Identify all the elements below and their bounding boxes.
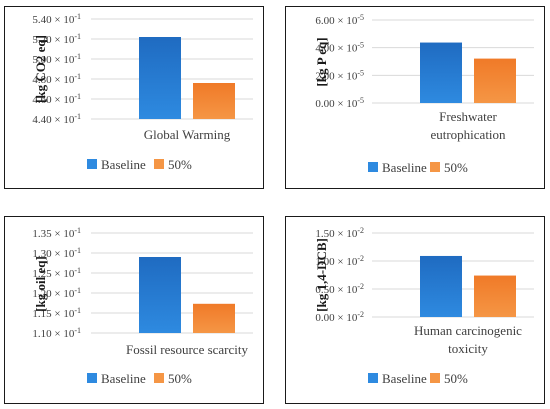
- chart-svg: 0.00 × 10-2 0.50 × 10-2 1.00 × 10-2 1.50 × …: [314, 226, 534, 386]
- y-tick-label: 1.30 × 10-1: [32, 246, 81, 260]
- legend-label-baseline: Baseline: [101, 371, 146, 386]
- chart-panel-fossil-resource-scarcity: 1.10 × 10-1 1.15 × 10-1 1.20 × 10-1 1.25 × …: [4, 216, 264, 404]
- y-tick-label: 5.40 × 10-1: [32, 12, 81, 26]
- bar-50-percent: [474, 58, 516, 103]
- y-tick-label: 2.00 × 10-5: [315, 68, 364, 82]
- y-tick-label: 1.20 × 10-1: [32, 286, 81, 300]
- y-tick-label: 1.00 × 10-2: [315, 254, 364, 268]
- bar-baseline: [420, 42, 462, 103]
- legend-label-50-percent: 50%: [444, 160, 468, 175]
- legend-label-baseline: Baseline: [101, 157, 146, 172]
- bar-50-percent: [193, 83, 235, 119]
- y-tick-label: 6.00 × 10-5: [315, 13, 364, 27]
- category-label: Global Warming: [144, 127, 231, 142]
- category-label: Human carcinogenic: [414, 323, 522, 338]
- y-axis-label: [kg CO2 eq]: [33, 35, 48, 103]
- y-axis-label: [kg oil eq]: [33, 256, 48, 312]
- legend-swatch-50-percent: [430, 373, 440, 383]
- legend-swatch-50-percent: [430, 162, 440, 172]
- chart-panel-global-warming: 4.40 × 10-1 4.60 × 10-1 4.80 × 10-1 5.00 × …: [4, 6, 264, 189]
- legend-swatch-50-percent: [154, 373, 164, 383]
- legend-swatch-baseline: [87, 159, 97, 169]
- y-tick-label: 4.80 × 10-1: [32, 72, 81, 86]
- category-label: Fossil resource scarcity: [126, 342, 249, 357]
- legend-label-baseline: Baseline: [382, 371, 427, 386]
- legend-swatch-baseline: [368, 373, 378, 383]
- y-tick-label: 5.20 × 10-1: [32, 32, 81, 46]
- bar-baseline: [139, 37, 181, 119]
- chart-svg: 4.40 × 10-1 4.60 × 10-1 4.80 × 10-1 5.00 × …: [32, 12, 253, 172]
- legend-label-50-percent: 50%: [168, 371, 192, 386]
- legend-label-50-percent: 50%: [168, 157, 192, 172]
- y-tick-label: 1.50 × 10-2: [315, 226, 364, 240]
- category-label: toxicity: [448, 341, 488, 356]
- bar-baseline: [139, 257, 181, 333]
- y-tick-label: 0.00 × 10-2: [315, 310, 364, 324]
- y-tick-label: 1.15 × 10-1: [32, 306, 81, 320]
- y-tick-label: 1.35 × 10-1: [32, 226, 81, 240]
- bar-baseline: [420, 255, 462, 317]
- y-tick-label: 1.25 × 10-1: [32, 266, 81, 280]
- bar-50-percent: [193, 303, 235, 333]
- chart-panel-freshwater-eutrophication: 0.00 × 10-5 2.00 × 10-5 4.00 × 10-5 6.00 × …: [285, 6, 545, 189]
- chart-svg: 0.00 × 10-5 2.00 × 10-5 4.00 × 10-5 6.00 × …: [314, 13, 534, 175]
- bar-50-percent: [474, 275, 516, 317]
- y-tick-label: 4.00 × 10-5: [315, 41, 364, 55]
- y-tick-label: 4.60 × 10-1: [32, 92, 81, 106]
- legend-label-baseline: Baseline: [382, 160, 427, 175]
- y-tick-label: 5.00 × 10-1: [32, 52, 81, 66]
- y-tick-label: 1.10 × 10-1: [32, 326, 81, 340]
- legend-swatch-baseline: [87, 373, 97, 383]
- legend-swatch-baseline: [368, 162, 378, 172]
- y-axis-label: [kg 1,4-DCB]: [314, 238, 329, 312]
- category-label: eutrophication: [430, 127, 506, 142]
- y-axis-label: [kg P eq]: [314, 37, 329, 86]
- chart-svg: 1.10 × 10-1 1.15 × 10-1 1.20 × 10-1 1.25 × …: [32, 226, 253, 386]
- y-tick-label: 4.40 × 10-1: [32, 112, 81, 126]
- chart-panel-human-carcinogenic-toxicity: 0.00 × 10-2 0.50 × 10-2 1.00 × 10-2 1.50 × …: [285, 216, 545, 404]
- category-label: Freshwater: [439, 109, 497, 124]
- y-tick-label: 0.50 × 10-2: [315, 282, 364, 296]
- y-tick-label: 0.00 × 10-5: [315, 96, 364, 110]
- legend-swatch-50-percent: [154, 159, 164, 169]
- legend-label-50-percent: 50%: [444, 371, 468, 386]
